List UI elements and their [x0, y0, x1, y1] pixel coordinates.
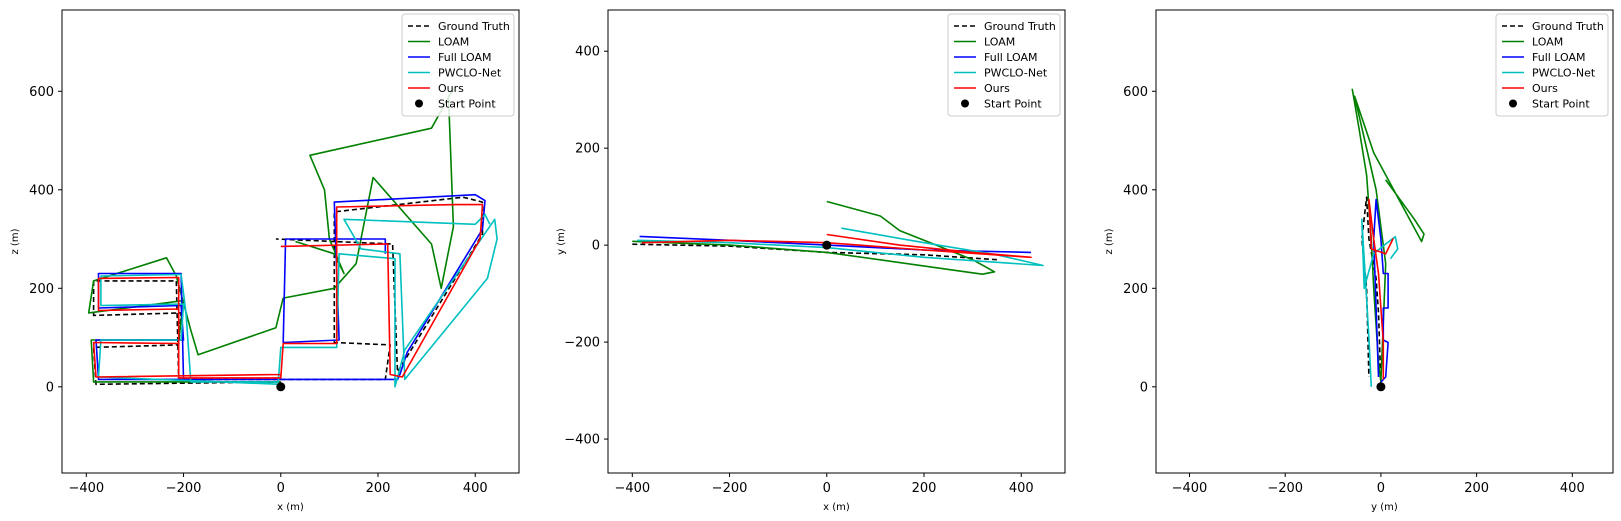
x-tick-label: −200	[712, 481, 748, 496]
legend-box	[401, 13, 515, 117]
y-tick-label: 200	[29, 282, 54, 297]
x-tick-label: 200	[912, 481, 937, 496]
legend-label: Start Point	[438, 98, 496, 111]
axes-frame	[607, 9, 1066, 474]
legend-label: LOAM	[1532, 36, 1563, 49]
legend-label: PWCLO-Net	[1532, 67, 1596, 80]
x-tick-label: 200	[366, 481, 391, 496]
legend-marker-start-point	[961, 99, 969, 108]
series-line-ours	[92, 203, 484, 379]
y-tick-label: 400	[1123, 183, 1148, 198]
start-point-marker	[1376, 382, 1386, 392]
legend-box	[947, 13, 1061, 117]
series-line-ours	[1368, 198, 1394, 380]
x-tick-label: −400	[68, 481, 104, 496]
x-tick-label: 200	[1464, 481, 1489, 496]
x-axis-label: y (m)	[1371, 502, 1398, 513]
axes-frame	[61, 9, 520, 474]
series-line-full-loam	[95, 193, 486, 381]
series-line-loam	[632, 200, 996, 275]
x-tick-label: 0	[823, 481, 831, 496]
y-tick-label: 0	[1140, 380, 1148, 395]
y-tick-label: 200	[1123, 282, 1148, 297]
legend-label: PWCLO-Net	[984, 67, 1048, 80]
y-axis-label: z (m)	[10, 228, 21, 254]
axes-frame	[1155, 9, 1614, 474]
legend-marker-start-point	[415, 99, 423, 108]
chart-panel-x-z: −400 −200 0 200 400 0 200 400 600 x (m) z (m) Groun…	[10, 9, 520, 513]
x-tick-label: −200	[1267, 481, 1303, 496]
plot-area	[632, 200, 1044, 275]
y-tick-label: 400	[575, 45, 600, 60]
x-tick-label: 400	[463, 481, 488, 496]
series-line-pwclo-net	[637, 227, 1044, 267]
legend: Ground Truth LOAM Full LOAM PWCLO-Net Ours St…	[401, 13, 515, 117]
legend-label: Ground Truth	[438, 20, 510, 33]
y-tick-label: 200	[575, 142, 600, 157]
series-line-full-loam	[1372, 198, 1389, 383]
y-tick-label: 600	[1123, 85, 1148, 100]
start-point-marker	[276, 382, 286, 392]
legend-label: Start Point	[1532, 98, 1590, 111]
y-axis-label: z (m)	[1104, 228, 1115, 254]
plot-area	[87, 88, 498, 392]
legend-marker-start-point	[1509, 99, 1517, 108]
legend-label: Ours	[984, 82, 1010, 95]
y-tick-label: −400	[564, 433, 600, 448]
x-tick-label: 0	[277, 481, 285, 496]
x-tick-label: −400	[614, 481, 650, 496]
y-axis-label: y (m)	[556, 228, 567, 255]
legend-label: PWCLO-Net	[438, 67, 502, 80]
legend-label: Ours	[1532, 82, 1558, 95]
legend-label: Ground Truth	[984, 20, 1056, 33]
x-tick-label: 400	[1009, 481, 1034, 496]
legend-label: Ours	[438, 82, 464, 95]
legend-label: Full LOAM	[984, 51, 1038, 64]
x-tick-label: −200	[166, 481, 202, 496]
y-tick-label: 600	[29, 85, 54, 100]
series-line-pwclo-net	[97, 213, 498, 388]
legend-box	[1495, 13, 1609, 117]
legend: Ground Truth LOAM Full LOAM PWCLO-Net Ours St…	[947, 13, 1061, 117]
legend-label: Ground Truth	[1532, 20, 1604, 33]
legend-label: Full LOAM	[1532, 51, 1586, 64]
x-tick-label: −400	[1172, 481, 1208, 496]
legend: Ground Truth LOAM Full LOAM PWCLO-Net Ours St…	[1495, 13, 1609, 117]
x-tick-label: 400	[1560, 481, 1585, 496]
chart-panel-y-z: −400 −200 0 200 400 0 200 400 600 y (m) z (m) Groun…	[1104, 9, 1614, 513]
legend-label: Start Point	[984, 98, 1042, 111]
series-line-ours	[641, 233, 1032, 259]
y-tick-label: −200	[564, 336, 600, 351]
x-axis-label: x (m)	[277, 502, 304, 513]
y-tick-label: 400	[29, 183, 54, 198]
x-axis-label: x (m)	[823, 502, 850, 513]
series-line-pwclo-net	[1361, 218, 1399, 387]
y-tick-label: 0	[592, 239, 600, 254]
legend-label: Full LOAM	[438, 51, 492, 64]
series-line-loam	[1351, 88, 1425, 383]
series-line-loam	[87, 88, 455, 383]
legend-label: LOAM	[438, 36, 469, 49]
x-tick-label: 0	[1377, 481, 1385, 496]
y-tick-label: 0	[46, 380, 54, 395]
chart-panel-x-y: −400 −200 0 200 400 −400 −200 0 200 400 x (m) y (m)…	[556, 9, 1066, 513]
start-point-marker	[822, 240, 832, 250]
legend-label: LOAM	[984, 36, 1015, 49]
plot-area	[1351, 88, 1425, 392]
